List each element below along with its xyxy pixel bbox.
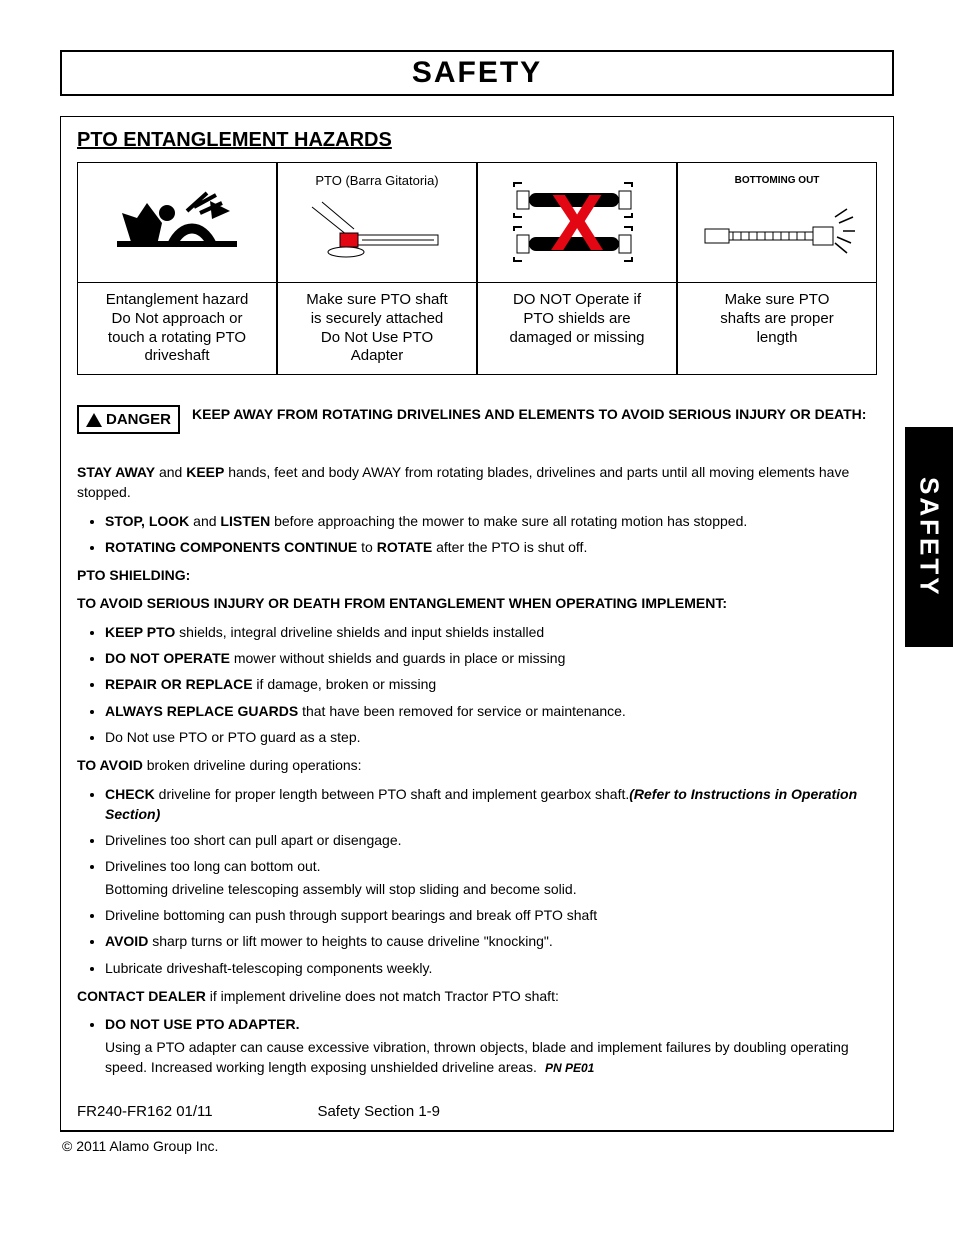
pictogram-row: Entanglement hazard Do Not approach or t… bbox=[77, 162, 877, 375]
text: sharp turns or lift mower to heights to … bbox=[148, 933, 552, 949]
content-frame: PTO ENTANGLEMENT HAZARDS Entanglement ha… bbox=[60, 116, 894, 1131]
text-bold: ALWAYS REPLACE GUARDS bbox=[105, 703, 298, 719]
picto-caption: Make sure PTO shafts are proper length bbox=[678, 283, 876, 355]
text: before approaching the mower to make sur… bbox=[270, 513, 747, 529]
warning-triangle-icon bbox=[86, 413, 102, 427]
body-text: STAY AWAY and KEEP hands, feet and body … bbox=[77, 462, 877, 1077]
text: Drivelines too long can bottom out. bbox=[105, 858, 321, 874]
text: and bbox=[189, 513, 220, 529]
list-item: Drivelines too short can pull apart or d… bbox=[105, 830, 877, 850]
divider bbox=[60, 1131, 894, 1132]
text-bold: KEEP bbox=[186, 464, 224, 480]
list-item: STOP, LOOK and LISTEN before approaching… bbox=[105, 511, 877, 531]
text-bold: DO NOT USE PTO ADAPTER. bbox=[105, 1016, 299, 1032]
bullet-list: KEEP PTO shields, integral driveline shi… bbox=[77, 622, 877, 747]
pto-shield-missing-icon: X bbox=[478, 163, 676, 283]
text: Drivelines too short can pull apart or d… bbox=[105, 832, 402, 848]
section-tab: SAFETY bbox=[905, 427, 953, 647]
picto-label: PTO (Barra Gitatoria) bbox=[315, 173, 438, 188]
list-item: CHECK driveline for proper length betwee… bbox=[105, 784, 877, 825]
text: driveline for proper length between PTO … bbox=[155, 786, 629, 802]
bullet-list: CHECK driveline for proper length betwee… bbox=[77, 784, 877, 978]
text-bold: AVOID bbox=[105, 933, 148, 949]
picto-caption: Make sure PTO shaft is securely attached… bbox=[278, 283, 476, 374]
text: Do Not use PTO or PTO guard as a step. bbox=[105, 729, 361, 745]
picto-caption: DO NOT Operate if PTO shields are damage… bbox=[478, 283, 676, 355]
paragraph: TO AVOID broken driveline during operati… bbox=[77, 755, 877, 775]
paragraph: CONTACT DEALER if implement driveline do… bbox=[77, 986, 877, 1006]
paragraph: STAY AWAY and KEEP hands, feet and body … bbox=[77, 462, 877, 503]
footer-center: Safety Section 1-9 bbox=[213, 1103, 545, 1120]
text-bold: ROTATING COMPONENTS CONTINUE bbox=[105, 539, 357, 555]
picto-cell: X DO NOT Operate if PTO shields are dama… bbox=[477, 162, 677, 375]
list-item: DO NOT USE PTO ADAPTER. Using a PTO adap… bbox=[105, 1014, 877, 1077]
part-number: PN PE01 bbox=[545, 1061, 594, 1075]
text-bold: ROTATE bbox=[377, 539, 432, 555]
entanglement-icon bbox=[78, 163, 276, 283]
text-bold: REPAIR OR REPLACE bbox=[105, 676, 253, 692]
pto-shaft-icon: PTO (Barra Gitatoria) bbox=[278, 163, 476, 283]
subheading-pto-shielding: PTO SHIELDING: bbox=[77, 565, 877, 585]
text: Driveline bottoming can push through sup… bbox=[105, 907, 597, 923]
text: to bbox=[357, 539, 376, 555]
text: Bottoming driveline telescoping assembly… bbox=[105, 879, 877, 899]
list-item: ROTATING COMPONENTS CONTINUE to ROTATE a… bbox=[105, 537, 877, 557]
danger-label: DANGER bbox=[106, 411, 171, 428]
picto-caption: Entanglement hazard Do Not approach or t… bbox=[78, 283, 276, 374]
text-bold: LISTEN bbox=[220, 513, 270, 529]
text: Using a PTO adapter can cause excessive … bbox=[105, 1037, 877, 1078]
text: shields, integral driveline shields and … bbox=[175, 624, 544, 640]
footer-left: FR240-FR162 01/11 bbox=[77, 1103, 213, 1120]
list-item: AVOID sharp turns or lift mower to heigh… bbox=[105, 931, 877, 951]
list-item: ALWAYS REPLACE GUARDS that have been rem… bbox=[105, 701, 877, 721]
list-item: Lubricate driveshaft-telescoping compone… bbox=[105, 958, 877, 978]
section-heading: PTO ENTANGLEMENT HAZARDS bbox=[77, 129, 877, 152]
page-footer: FR240-FR162 01/11 Safety Section 1-9 bbox=[77, 1103, 877, 1120]
list-item: KEEP PTO shields, integral driveline shi… bbox=[105, 622, 877, 642]
pto-length-icon: BOTTOMING OUT bbox=[678, 163, 876, 283]
text: broken driveline during operations: bbox=[143, 757, 362, 773]
text: mower without shields and guards in plac… bbox=[230, 650, 565, 666]
danger-badge: DANGER bbox=[77, 405, 180, 434]
copyright: © 2011 Alamo Group Inc. bbox=[62, 1138, 894, 1154]
text-bold: STAY AWAY bbox=[77, 464, 155, 480]
text: that have been removed for service or ma… bbox=[298, 703, 626, 719]
bullet-list: STOP, LOOK and LISTEN before approaching… bbox=[77, 511, 877, 558]
red-x-icon: X bbox=[550, 183, 603, 263]
text-bold: TO AVOID bbox=[77, 757, 143, 773]
text-bold: STOP, LOOK bbox=[105, 513, 189, 529]
text-bold: CHECK bbox=[105, 786, 155, 802]
list-item: Driveline bottoming can push through sup… bbox=[105, 905, 877, 925]
section-tab-label: SAFETY bbox=[914, 477, 945, 598]
picto-label: BOTTOMING OUT bbox=[735, 175, 820, 186]
danger-callout: DANGER KEEP AWAY FROM ROTATING DRIVELINE… bbox=[77, 405, 877, 434]
text: after the PTO is shut off. bbox=[432, 539, 587, 555]
text: Lubricate driveshaft-telescoping compone… bbox=[105, 960, 432, 976]
text: if damage, broken or missing bbox=[253, 676, 437, 692]
bullet-list: DO NOT USE PTO ADAPTER. Using a PTO adap… bbox=[77, 1014, 877, 1077]
text-bold: CONTACT DEALER bbox=[77, 988, 206, 1004]
list-item: REPAIR OR REPLACE if damage, broken or m… bbox=[105, 674, 877, 694]
page-title: SAFETY bbox=[60, 50, 894, 96]
picto-cell: PTO (Barra Gitatoria) DO NOT Operate if … bbox=[277, 162, 477, 375]
list-item: DO NOT OPERATE mower without shields and… bbox=[105, 648, 877, 668]
text-bold: DO NOT OPERATE bbox=[105, 650, 230, 666]
text: and bbox=[155, 464, 186, 480]
list-item: Do Not use PTO or PTO guard as a step. bbox=[105, 727, 877, 747]
subheading-avoid: TO AVOID SERIOUS INJURY OR DEATH FROM EN… bbox=[77, 593, 877, 613]
picto-cell: BOTTOMING OUT Make sure PTO shafts are bbox=[677, 162, 877, 375]
picto-cell: Entanglement hazard Do Not approach or t… bbox=[77, 162, 277, 375]
danger-text: KEEP AWAY FROM ROTATING DRIVELINES AND E… bbox=[192, 405, 866, 425]
text-bold: KEEP PTO bbox=[105, 624, 175, 640]
text: if implement driveline does not match Tr… bbox=[206, 988, 559, 1004]
list-item: Drivelines too long can bottom out. Botto… bbox=[105, 856, 877, 899]
text: Using a PTO adapter can cause excessive … bbox=[105, 1039, 849, 1075]
